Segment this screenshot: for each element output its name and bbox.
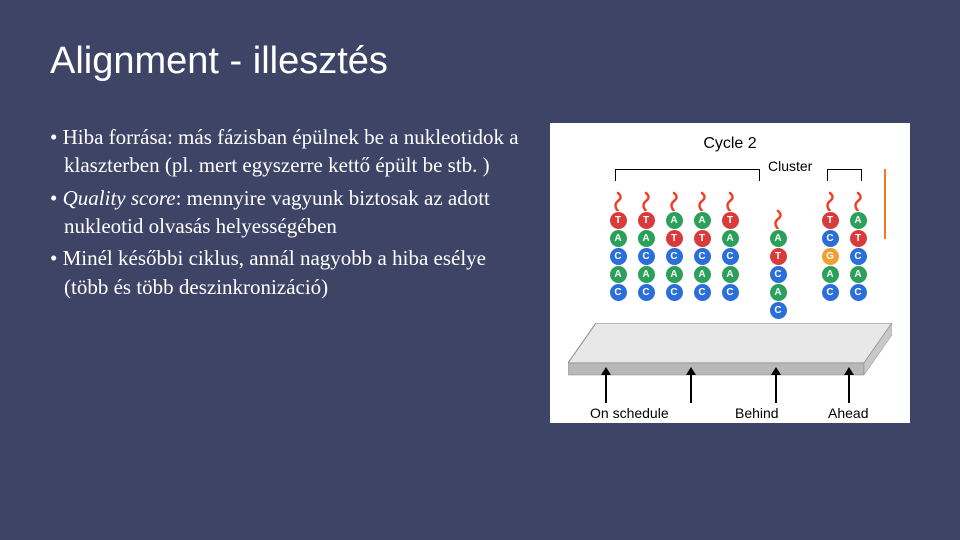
nucleotide-A: A — [850, 266, 867, 283]
label-on-schedule: On schedule — [590, 405, 669, 421]
fluorophore-icon — [847, 191, 869, 211]
bullet-2: • Quality score: mennyire vagyunk biztos… — [50, 184, 530, 241]
label-behind: Behind — [735, 405, 779, 421]
nucleotide-T: T — [666, 230, 683, 247]
bullet-marker: • — [50, 246, 63, 270]
fluorophore-icon — [719, 191, 741, 211]
bullet-3: • Minél későbbi ciklus, annál nagyobb a … — [50, 244, 530, 301]
bullet-list: • Hiba forrása: más fázisban épülnek be … — [50, 123, 530, 500]
nucleotide-A: A — [850, 212, 867, 229]
cluster-bracket-left — [615, 169, 760, 181]
nucleotide-column: TCGAC — [820, 191, 840, 301]
nucleotide-column: TACAC — [608, 191, 628, 301]
nucleotide-C: C — [638, 248, 655, 265]
nucleotide-column: ATCAC — [848, 191, 868, 301]
nucleotide-C: C — [722, 248, 739, 265]
fluorophore-icon — [767, 209, 789, 229]
nucleotide-C: C — [694, 284, 711, 301]
figure-title: Cycle 2 — [703, 135, 756, 153]
nucleotide-C: C — [638, 284, 655, 301]
fluorophore-icon — [607, 191, 629, 211]
nucleotide-column: TACAC — [720, 191, 740, 301]
bullet-1: • Hiba forrása: más fázisban épülnek be … — [50, 123, 530, 180]
fluorophore-icon — [635, 191, 657, 211]
nucleotide-A: A — [638, 230, 655, 247]
arrow-icon — [848, 373, 850, 403]
nucleotide-T: T — [770, 248, 787, 265]
nucleotide-A: A — [822, 266, 839, 283]
slide-title: Alignment - illesztés — [50, 40, 910, 83]
nucleotide-T: T — [822, 212, 839, 229]
bullet-marker: • — [50, 186, 63, 210]
nucleotide-C: C — [770, 302, 787, 319]
nucleotide-A: A — [770, 230, 787, 247]
nucleotide-column: ATCAC — [664, 191, 684, 301]
nucleotide-T: T — [610, 212, 627, 229]
nucleotide-T: T — [638, 212, 655, 229]
figure-panel: Cycle 2 Cluster TACACTACACATCACATCACTACA… — [550, 123, 910, 423]
label-ahead: Ahead — [828, 405, 868, 421]
nucleotide-T: T — [694, 230, 711, 247]
nucleotide-column: TACAC — [636, 191, 656, 301]
nucleotide-C: C — [770, 266, 787, 283]
fluorophore-icon — [691, 191, 713, 211]
nucleotide-C: C — [610, 248, 627, 265]
nucleotide-C: C — [850, 248, 867, 265]
nucleotide-C: C — [822, 230, 839, 247]
arrow-icon — [775, 373, 777, 403]
fluorophore-icon — [819, 191, 841, 211]
nucleotide-A: A — [694, 266, 711, 283]
nucleotide-A: A — [610, 230, 627, 247]
bullet-marker: • — [50, 125, 63, 149]
bullet-text: Minél későbbi ciklus, annál nagyobb a hi… — [63, 246, 486, 298]
nucleotide-C: C — [850, 284, 867, 301]
nucleotide-C: C — [722, 284, 739, 301]
nucleotide-T: T — [850, 230, 867, 247]
nucleotide-C: C — [694, 248, 711, 265]
nucleotide-C: C — [666, 248, 683, 265]
nucleotide-columns: TACACTACACATCACATCACTACACATCACTCGACATCAC — [550, 191, 910, 341]
nucleotide-column: ATCAC — [768, 209, 788, 319]
nucleotide-C: C — [666, 284, 683, 301]
nucleotide-column: ATCAC — [692, 191, 712, 301]
nucleotide-A: A — [666, 212, 683, 229]
nucleotide-C: C — [822, 284, 839, 301]
nucleotide-A: A — [770, 284, 787, 301]
nucleotide-A: A — [666, 266, 683, 283]
nucleotide-A: A — [638, 266, 655, 283]
arrow-icon — [690, 373, 692, 403]
nucleotide-A: A — [694, 212, 711, 229]
content-row: • Hiba forrása: más fázisban épülnek be … — [50, 123, 910, 500]
bullet-text: Hiba forrása: más fázisban épülnek be a … — [63, 125, 519, 177]
bullet-italic: Quality score — [63, 186, 176, 210]
nucleotide-A: A — [722, 266, 739, 283]
cluster-bracket-right — [827, 169, 862, 181]
nucleotide-T: T — [722, 212, 739, 229]
nucleotide-A: A — [722, 230, 739, 247]
fluorophore-icon — [663, 191, 685, 211]
nucleotide-C: C — [610, 284, 627, 301]
arrow-icon — [605, 373, 607, 403]
nucleotide-A: A — [610, 266, 627, 283]
cluster-label: Cluster — [768, 158, 812, 174]
nucleotide-G: G — [822, 248, 839, 265]
